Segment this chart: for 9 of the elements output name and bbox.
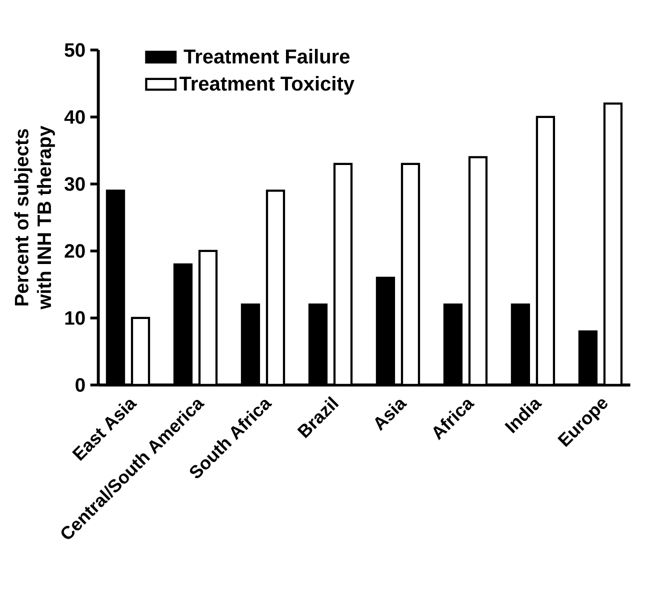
y-axis-title: Percent of subjects with INH TB therapy [14,126,55,310]
y-tick-label: 0 [76,378,85,392]
y-tick-label: 10 [65,311,85,325]
y-tick-label: 40 [64,110,85,124]
y-tick-label: 20 [64,244,85,258]
legend-label: Treatment Failure [184,48,350,64]
y-tick-label: 30 [64,177,85,191]
y-tick-label: 50 [64,43,85,57]
legend-label: Treatment Toxicity [179,76,354,95]
